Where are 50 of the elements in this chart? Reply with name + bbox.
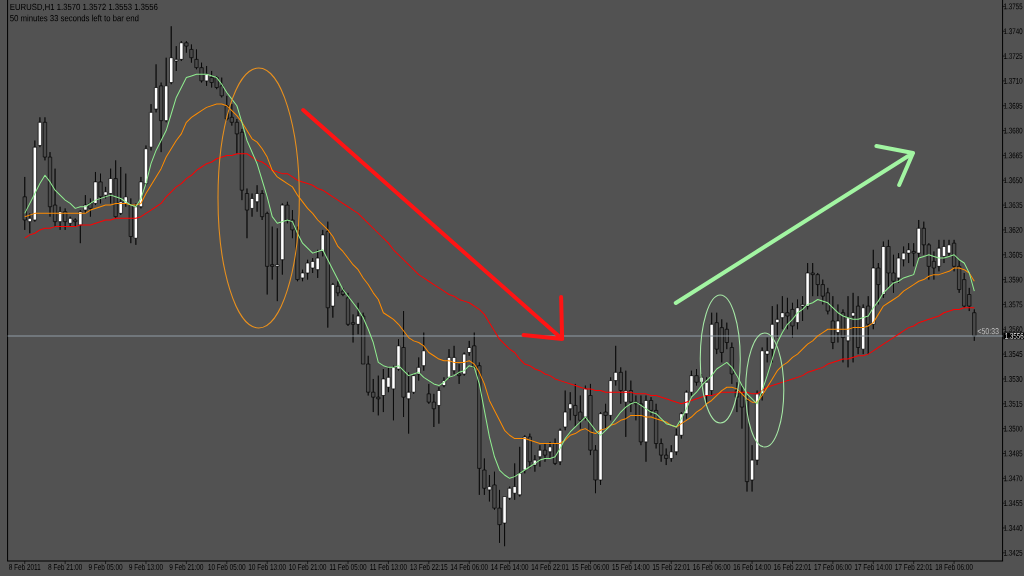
x-tick-label: 16 Feb 22:01 — [774, 563, 811, 571]
ref-line-label: 1.3556 — [1005, 332, 1024, 339]
y-tick-label: 1.3560 — [1004, 326, 1023, 333]
x-tick-label: 11 Feb 13:00 — [370, 563, 407, 571]
y-tick-label: 1.3545 — [1004, 351, 1023, 358]
y-tick-label: 1.3725 — [1004, 53, 1023, 59]
x-tick-label: 15 Feb 22:01 — [652, 563, 690, 571]
y-tick-label: 1.3695 — [1004, 102, 1023, 109]
y-tick-label: 1.3575 — [1004, 301, 1023, 308]
x-tick-label: 17 Feb 06:00 — [814, 563, 852, 571]
y-tick-label: 1.3710 — [1004, 77, 1023, 84]
y-tick-label: 1.3650 — [1004, 177, 1023, 184]
x-tick-label: 14 Feb 22:01 — [531, 563, 569, 571]
y-tick-label: 1.3605 — [1004, 251, 1023, 258]
y-tick-label: 1.3470 — [1004, 475, 1023, 482]
x-tick-label: 9 Feb 05:00 — [88, 563, 123, 571]
y-tick-label: 1.3425 — [1004, 549, 1023, 556]
y-tick-label: 1.3680 — [1004, 127, 1023, 134]
x-tick-label: 17 Feb 14:00 — [854, 563, 892, 571]
annotation: <50:33 — [977, 328, 999, 335]
x-tick-label: 10 Feb 05:00 — [208, 563, 246, 571]
y-tick-label: 1.3500 — [1004, 425, 1023, 432]
x-tick-label: 15 Feb 14:00 — [612, 563, 650, 571]
x-tick-label: 10 Feb 21:00 — [289, 563, 327, 571]
x-tick-label: 14 Feb 14:00 — [491, 563, 529, 571]
x-tick-label: 14 Feb 06:00 — [450, 563, 488, 571]
y-tick-label: 1.3455 — [1004, 500, 1023, 507]
y-tick-label: 1.3665 — [1004, 152, 1023, 159]
x-tick-label: 10 Feb 13:00 — [248, 563, 286, 571]
text: 50 minutes 33 seconds left to bar end — [10, 14, 139, 22]
y-tick-label: 1.3620 — [1004, 227, 1023, 233]
x-tick-label: 9 Feb 13:00 — [129, 563, 163, 571]
y-tick-label: 1.3755 — [1004, 3, 1023, 10]
y-tick-label: 1.3440 — [1004, 525, 1023, 531]
text: EURUSD,H1 1.3570 1.3572 1.3553 1.3556 — [10, 3, 158, 12]
y-tick-label: 1.3740 — [1004, 28, 1023, 35]
x-tick-label: 9 Feb 21:00 — [169, 563, 204, 571]
x-tick-label: 17 Feb 22:01 — [895, 563, 933, 571]
y-tick-label: 1.3635 — [1004, 202, 1023, 209]
x-tick-label: 8 Feb 21:00 — [48, 563, 82, 571]
y-tick-label: 1.3515 — [1004, 400, 1023, 407]
x-tick-label: 11 Feb 05:00 — [329, 563, 367, 571]
y-tick-label: 1.3590 — [1004, 276, 1023, 283]
y-tick-label: 1.3530 — [1004, 376, 1023, 382]
y-tick-label: 1.3485 — [1004, 450, 1023, 457]
x-tick-label: 16 Feb 06:00 — [693, 563, 731, 571]
x-tick-label: 18 Feb 06:00 — [935, 563, 973, 571]
x-tick-label: 16 Feb 14:00 — [733, 563, 771, 571]
x-tick-label: 13 Feb 22:15 — [410, 563, 448, 571]
x-tick-label: 8 Feb 2011 — [9, 563, 41, 571]
